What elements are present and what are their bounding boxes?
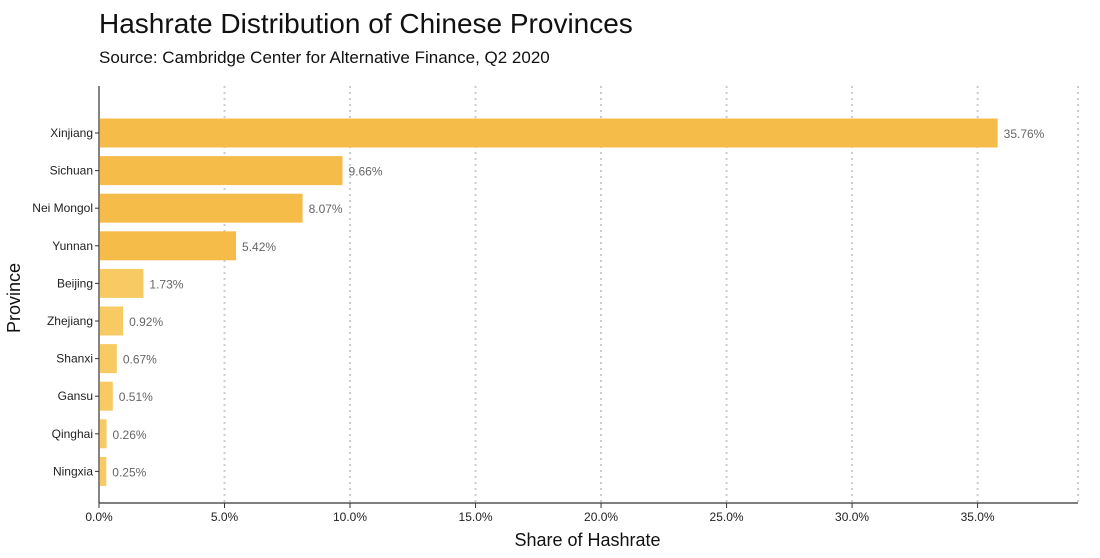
x-tick-label: 0.0% (85, 510, 113, 524)
y-category-labels: Xinjiang Sichuan Nei Mongol Yunnan Beijing Zh… (32, 126, 99, 478)
x-tick-label: 25.0% (710, 510, 744, 524)
x-axis-label: Share of Hashrate (514, 530, 660, 550)
category-label: Nei Mongol (32, 201, 93, 215)
x-tick-label: 15.0% (459, 510, 493, 524)
value-labels: 35.76% 9.66% 8.07% 5.42% 1.73% 0.92% 0.67% 0.51… (112, 127, 1044, 479)
value-label: 8.07% (309, 202, 343, 216)
y-axis-label: Province (4, 263, 24, 333)
x-tick-label: 5.0% (211, 510, 239, 524)
category-label: Zhejiang (47, 314, 93, 328)
value-label: 1.73% (149, 277, 183, 291)
value-label: 0.92% (129, 315, 163, 329)
x-tick-label: 35.0% (961, 510, 995, 524)
category-label: Ningxia (53, 464, 93, 478)
chart-subtitle: Source: Cambridge Center for Alternative… (99, 48, 550, 67)
bar-ningxia (100, 456, 107, 486)
chart-title: Hashrate Distribution of Chinese Provinc… (99, 8, 633, 39)
bar-zhejiang (100, 306, 124, 336)
value-label: 0.26% (113, 428, 147, 442)
category-label: Yunnan (52, 239, 93, 253)
category-label: Beijing (57, 276, 93, 290)
bar-gansu (100, 381, 113, 411)
category-label: Shanxi (56, 352, 93, 366)
x-tick-label: 10.0% (333, 510, 367, 524)
bar-sichuan (100, 156, 343, 186)
bar-beijing (100, 268, 144, 298)
axes (98, 86, 1078, 504)
x-tick-labels: 0.0% 5.0% 10.0% 15.0% 20.0% 25.0% 30.0% 35.0% (85, 503, 995, 524)
category-label: Xinjiang (50, 126, 93, 140)
value-label: 35.76% (1004, 127, 1045, 141)
category-label: Gansu (58, 389, 93, 403)
gridlines (223, 86, 1079, 503)
bar-qinghai (100, 419, 107, 449)
value-label: 5.42% (242, 240, 276, 254)
bar-yunnan (100, 231, 237, 261)
category-label: Qinghai (52, 427, 93, 441)
value-label: 0.67% (123, 353, 157, 367)
x-tick-label: 20.0% (584, 510, 618, 524)
x-tick-label: 30.0% (835, 510, 869, 524)
bar-nei-mongol (100, 193, 303, 223)
bars (100, 118, 998, 486)
value-label: 0.51% (119, 390, 153, 404)
value-label: 9.66% (348, 165, 382, 179)
bar-xinjiang (100, 118, 998, 148)
category-label: Sichuan (50, 164, 93, 178)
bar-shanxi (100, 344, 117, 374)
value-label: 0.25% (112, 465, 146, 479)
